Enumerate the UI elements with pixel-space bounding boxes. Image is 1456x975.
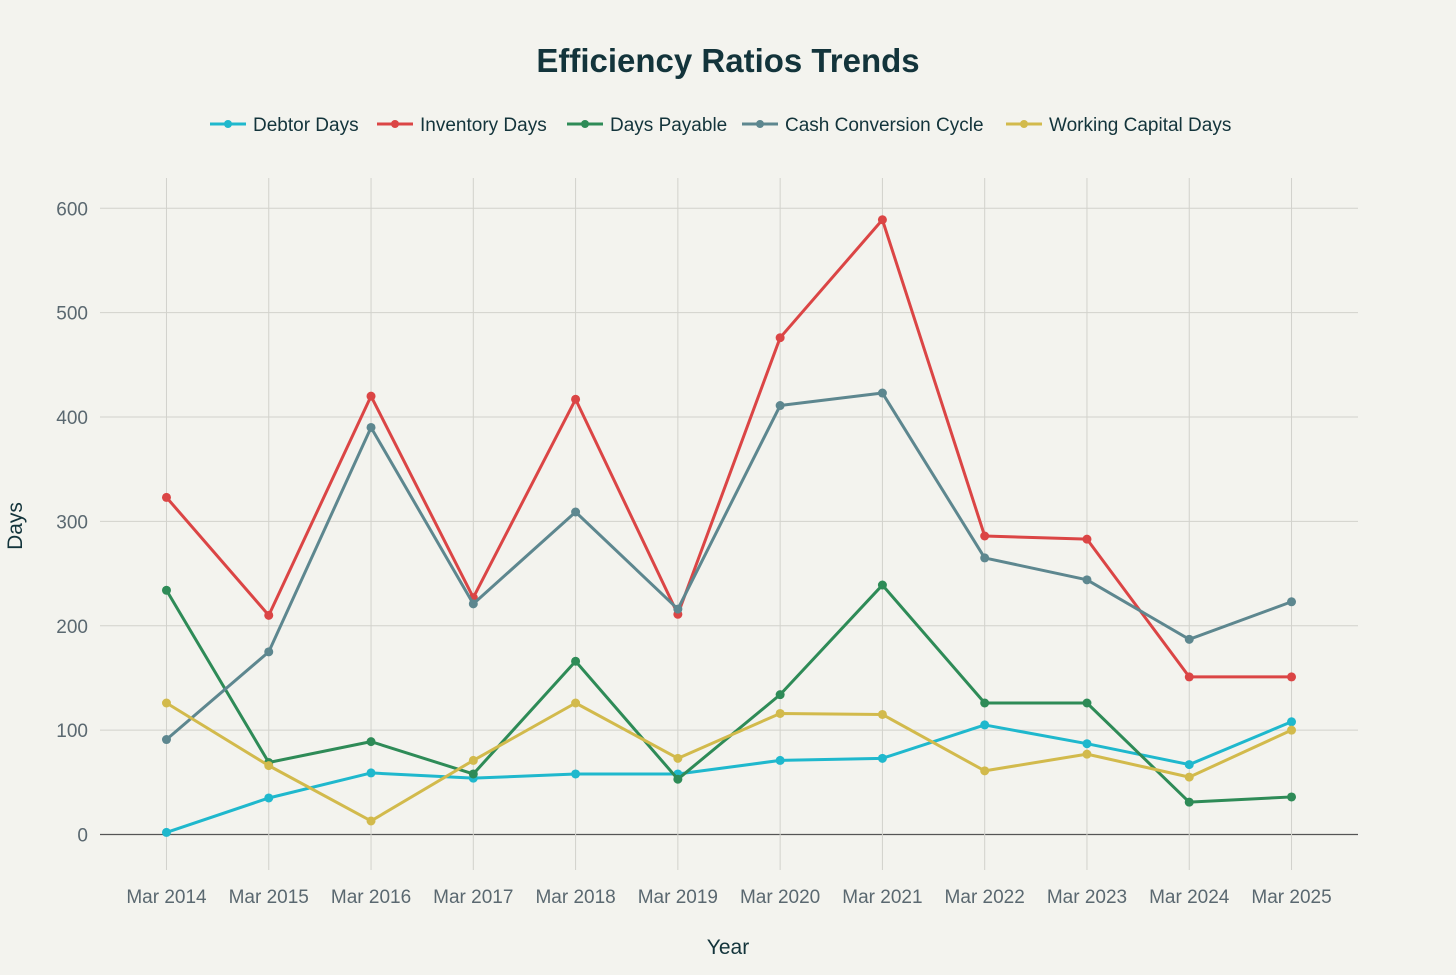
legend-label: Days Payable <box>610 115 727 136</box>
data-point <box>1287 672 1297 682</box>
data-point <box>366 422 376 432</box>
data-point <box>980 531 990 541</box>
legend-marker <box>1020 120 1028 128</box>
data-point <box>161 585 171 595</box>
data-point <box>980 698 990 708</box>
data-point <box>877 580 887 590</box>
data-point <box>1287 597 1297 607</box>
data-point <box>877 709 887 719</box>
x-tick-label: Mar 2023 <box>1047 887 1127 908</box>
y-tick-label: 0 <box>77 826 88 847</box>
x-tick-label: Mar 2016 <box>331 887 411 908</box>
x-tick-label: Mar 2014 <box>126 887 207 908</box>
data-point <box>366 816 376 826</box>
legend-label: Inventory Days <box>420 115 547 136</box>
x-tick-label: Mar 2020 <box>740 887 820 908</box>
legend-label: Debtor Days <box>253 115 359 136</box>
data-point <box>775 401 785 411</box>
data-point <box>673 753 683 763</box>
data-point <box>775 755 785 765</box>
data-point <box>980 720 990 730</box>
data-point <box>1082 534 1092 544</box>
data-point <box>980 553 990 563</box>
x-tick-label: Mar 2017 <box>433 887 513 908</box>
x-tick-label: Mar 2015 <box>229 887 309 908</box>
data-point <box>264 761 274 771</box>
series-line <box>165 391 1293 741</box>
series-inventory-days <box>161 215 1297 682</box>
data-point <box>673 774 683 784</box>
data-point <box>1082 739 1092 749</box>
data-point <box>161 492 171 502</box>
data-point <box>980 766 990 776</box>
data-point <box>1287 725 1297 735</box>
legend-marker <box>391 120 399 128</box>
data-point <box>673 604 683 614</box>
series-line <box>165 583 1292 804</box>
data-point <box>571 394 581 404</box>
data-point <box>1082 698 1092 708</box>
data-point <box>161 698 171 708</box>
x-tick-label: Mar 2022 <box>945 887 1025 908</box>
series-cash-conversion-cycle <box>161 388 1297 745</box>
data-point <box>1082 575 1092 585</box>
data-point <box>264 610 274 620</box>
data-point <box>366 391 376 401</box>
series-line <box>165 701 1293 823</box>
y-tick-label: 300 <box>56 512 88 533</box>
data-point <box>1184 634 1194 644</box>
legend-label: Working Capital Days <box>1049 115 1231 136</box>
data-point <box>366 768 376 778</box>
y-tick-label: 500 <box>56 304 88 325</box>
data-point <box>468 769 478 779</box>
data-point <box>161 827 171 837</box>
series-days-payable <box>161 580 1297 807</box>
x-tick-label: Mar 2021 <box>842 887 922 908</box>
legend-marker <box>224 120 232 128</box>
x-tick-label: Mar 2025 <box>1251 887 1331 908</box>
data-point <box>468 599 478 609</box>
data-point <box>1184 760 1194 770</box>
series-line <box>166 720 1293 834</box>
chart-title: Efficiency Ratios Trends <box>536 42 919 79</box>
x-tick-label: Mar 2019 <box>638 887 718 908</box>
legend-marker <box>756 120 764 128</box>
data-point <box>161 735 171 745</box>
y-axis-label: Days <box>4 502 27 550</box>
x-axis-label: Year <box>707 936 749 959</box>
data-point <box>571 769 581 779</box>
legend-marker <box>581 120 589 128</box>
data-point <box>775 708 785 718</box>
series-line <box>165 218 1292 679</box>
data-point <box>877 753 887 763</box>
data-point <box>571 656 581 666</box>
data-point <box>1184 772 1194 782</box>
data-point <box>775 690 785 700</box>
data-point <box>264 647 274 657</box>
x-tick-label: Mar 2018 <box>535 887 615 908</box>
data-point <box>571 507 581 517</box>
data-point <box>1287 792 1297 802</box>
series-working-capital-days <box>161 698 1297 826</box>
data-point <box>264 793 274 803</box>
data-point <box>775 333 785 343</box>
y-tick-label: 600 <box>56 199 88 220</box>
legend-label: Cash Conversion Cycle <box>785 115 984 136</box>
data-point <box>468 755 478 765</box>
x-tick-label: Mar 2024 <box>1149 887 1230 908</box>
y-tick-label: 200 <box>56 617 88 638</box>
data-point <box>877 388 887 398</box>
data-point <box>1287 717 1297 727</box>
data-point <box>1082 749 1092 759</box>
y-tick-label: 400 <box>56 408 88 429</box>
y-tick-label: 100 <box>56 721 88 742</box>
data-point <box>1184 797 1194 807</box>
data-point <box>1184 672 1194 682</box>
data-point <box>366 737 376 747</box>
data-point <box>877 215 887 225</box>
data-point <box>571 698 581 708</box>
